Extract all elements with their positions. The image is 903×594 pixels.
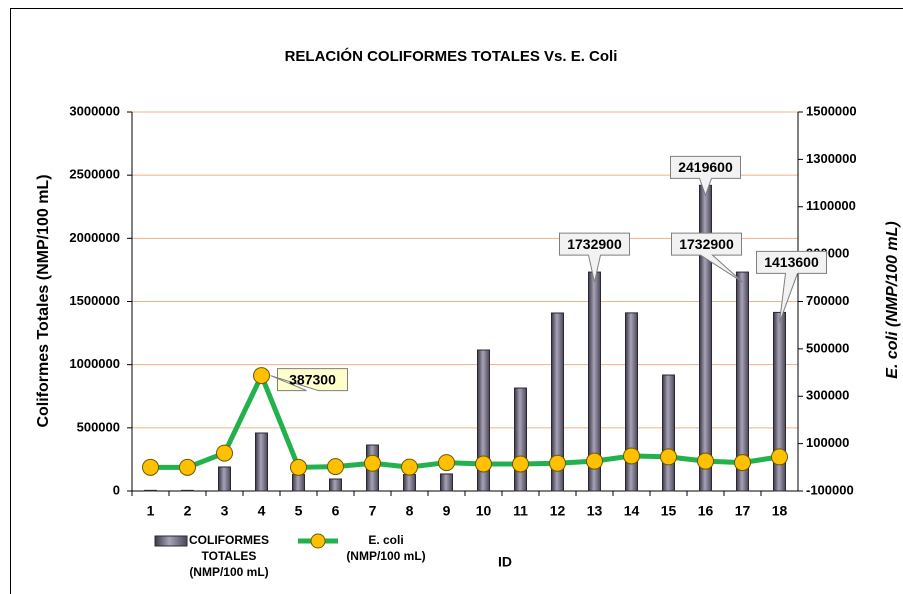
legend-label: COLIFORMES TOTALES (NMP/100 mL) [189,533,269,579]
data-label: 1732900 [671,232,743,283]
marker [179,458,196,476]
y2-tick-label: 500000 [806,340,849,355]
y2-tick-label: 1300000 [806,151,857,166]
y2-tick-label: 1100000 [806,198,856,213]
marker [512,455,529,473]
data-label-text: 2419600 [678,159,733,175]
callout-box [270,368,348,392]
x-tick-label: 1 [147,503,155,519]
marker [142,458,159,476]
x-tick-label: 3 [221,503,229,519]
marker [216,444,233,462]
callout-box [756,250,827,323]
y-tick-label: 0 [113,482,120,497]
marker [438,454,455,472]
y-tick-label: 1000000 [69,356,120,371]
bar [551,312,564,492]
x-tick-label: 5 [295,503,303,519]
x-tick-label: 7 [369,503,377,519]
x-tick-label: 10 [476,503,492,519]
y2-tick-label: 1500000 [806,103,857,118]
marker [253,367,270,385]
bar [477,349,490,492]
marker [364,454,381,472]
data-label: 1413600 [756,250,827,323]
bar [773,311,786,492]
bar [255,432,268,492]
marker [771,448,788,466]
legend-marker [310,533,326,549]
x-axis-title: ID [498,554,512,570]
data-label: 387300 [270,368,348,392]
marker [549,454,566,472]
x-tick-label: 2 [184,503,192,519]
x-tick-label: 17 [735,503,751,519]
bar [662,374,675,492]
bar [699,184,712,492]
x-tick-label: 4 [258,503,266,519]
y2-tick-label: 300000 [806,388,849,403]
callout-box [559,232,630,283]
x-tick-label: 9 [443,503,451,519]
callout-box [670,155,741,197]
marker [290,458,307,476]
x-tick-label: 15 [661,503,677,519]
x-tick-label: 11 [513,503,528,519]
bar [440,473,453,492]
bar [736,271,749,492]
x-tick-label: 18 [772,503,788,519]
data-label-text: 1732900 [567,236,622,252]
bar [403,474,416,492]
bar [181,489,194,492]
bar [144,489,157,492]
marker [734,454,751,472]
bar [218,466,231,492]
legend-swatch [154,535,188,547]
marker [475,455,492,473]
x-tick-label: 8 [406,503,414,519]
y-tick-label: 2500000 [69,167,120,182]
y-tick-label: 2000000 [69,230,120,245]
bar [625,312,638,492]
y-tick-label: 500000 [77,419,120,434]
x-tick-label: 12 [550,503,566,519]
x-tick-label: 13 [587,503,603,519]
bar [329,478,342,492]
marker [660,448,677,466]
y-tick-label: 1500000 [69,293,120,308]
marker [697,452,714,470]
legend-label: E. coli (NMP/100 mL) [346,533,425,563]
x-tick-label: 14 [624,503,640,519]
x-tick-label: 16 [698,503,714,519]
x-tick-label: 6 [332,503,340,519]
chart-title: RELACIÓN COLIFORMES TOTALES Vs. E. Coli [285,47,618,65]
marker [401,458,418,476]
data-label: 2419600 [670,155,741,197]
y2-tick-label: 700000 [806,293,849,308]
data-label: 1732900 [559,232,630,283]
y2-tick-label: -100000 [806,482,854,497]
y2-axis-title: E. coli (NMP/100 mL) [884,221,901,378]
marker [327,458,344,476]
marker [623,447,640,465]
y2-tick-label: 100000 [806,435,849,450]
data-label-text: 1732900 [679,236,734,252]
y-axis-title: Coliformes Totales (NMP/100 mL) [35,174,52,427]
callout-box [671,232,743,283]
data-label-text: 387300 [289,371,336,387]
data-label-text: 1413600 [764,254,819,270]
bar [292,474,305,492]
y-tick-label: 3000000 [69,103,120,118]
marker [586,452,603,470]
bar [514,387,527,492]
